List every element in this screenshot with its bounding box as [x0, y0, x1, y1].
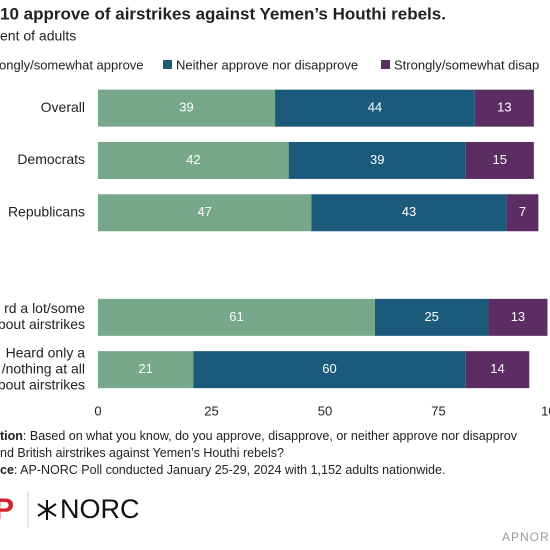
- x-tick-label: 100: [541, 403, 550, 418]
- y-tick-label: Overall: [41, 99, 85, 115]
- bar-segment: [288, 141, 466, 179]
- y-tick-label: Democrats: [17, 151, 85, 167]
- value-label: 15: [493, 152, 507, 167]
- footnote-label: tion: [0, 429, 23, 443]
- footnote: tion: Based on what you know, do you app…: [0, 429, 518, 443]
- value-label: 25: [424, 309, 438, 324]
- credit: APNORC: [502, 530, 550, 544]
- value-label: 60: [322, 361, 336, 376]
- x-tick-label: 75: [431, 403, 445, 418]
- value-label: 39: [370, 152, 384, 167]
- x-tick-label: 50: [318, 403, 332, 418]
- chart-subtitle: ent of adults: [0, 28, 76, 44]
- value-label: 21: [138, 361, 152, 376]
- value-label: 44: [368, 100, 382, 115]
- y-tick-label: rd a lot/some: [4, 300, 85, 316]
- value-label: 42: [186, 152, 200, 167]
- value-label: 43: [402, 204, 416, 219]
- bar-segment: [275, 89, 475, 127]
- bar-segment: [98, 89, 276, 127]
- y-tick-label: /nothing at all: [2, 360, 85, 376]
- footnote: ce: AP-NORC Poll conducted January 25-29…: [0, 463, 445, 477]
- value-label: 13: [497, 100, 511, 115]
- x-tick-label: 0: [94, 403, 101, 418]
- footnote: nd British airstrikes against Yemen’s Ho…: [0, 446, 284, 460]
- logo-asterisk: [37, 500, 57, 520]
- bar-segment: [374, 298, 489, 336]
- legend-label: Neither approve nor disapprove: [176, 57, 358, 72]
- bar-segment: [506, 194, 539, 232]
- y-tick-label: bout airstrikes: [0, 376, 85, 392]
- footnote-text: nd British airstrikes against Yemen’s Ho…: [0, 446, 284, 460]
- value-label: 39: [179, 100, 193, 115]
- legend-swatch: [163, 60, 172, 69]
- bar-segment: [98, 194, 312, 232]
- bar-segment: [98, 141, 289, 179]
- bar-segment: [465, 351, 530, 389]
- value-label: 61: [229, 309, 243, 324]
- x-tick-label: 25: [204, 403, 218, 418]
- bar-segment: [488, 298, 548, 336]
- value-label: 13: [511, 309, 525, 324]
- bar-segment: [474, 89, 534, 127]
- bar-segment: [98, 351, 194, 389]
- value-label: 47: [197, 204, 211, 219]
- bar-segment: [193, 351, 466, 389]
- chart-title: 10 approve of airstrikes against Yemen’s…: [0, 4, 446, 23]
- footnote-text: : AP-NORC Poll conducted January 25-29, …: [14, 463, 446, 477]
- footnote-label: ce: [0, 463, 14, 477]
- bar-segment: [311, 194, 507, 232]
- logo-norc: NORC: [60, 494, 140, 524]
- bar-segment: [98, 298, 375, 336]
- value-label: 7: [519, 204, 526, 219]
- y-tick-label: bout airstrikes: [0, 316, 85, 332]
- legend-swatch: [381, 60, 390, 69]
- bar-segment: [465, 141, 534, 179]
- y-tick-label: Heard only a: [6, 344, 86, 360]
- legend-label: Strongly/somewhat disap: [394, 57, 539, 72]
- y-tick-label: Republicans: [8, 203, 85, 219]
- value-label: 14: [490, 361, 504, 376]
- footnote-text: : Based on what you know, do you approve…: [23, 429, 518, 443]
- logo-ap: P: [0, 493, 14, 526]
- legend-label: ongly/somewhat approve: [0, 57, 144, 72]
